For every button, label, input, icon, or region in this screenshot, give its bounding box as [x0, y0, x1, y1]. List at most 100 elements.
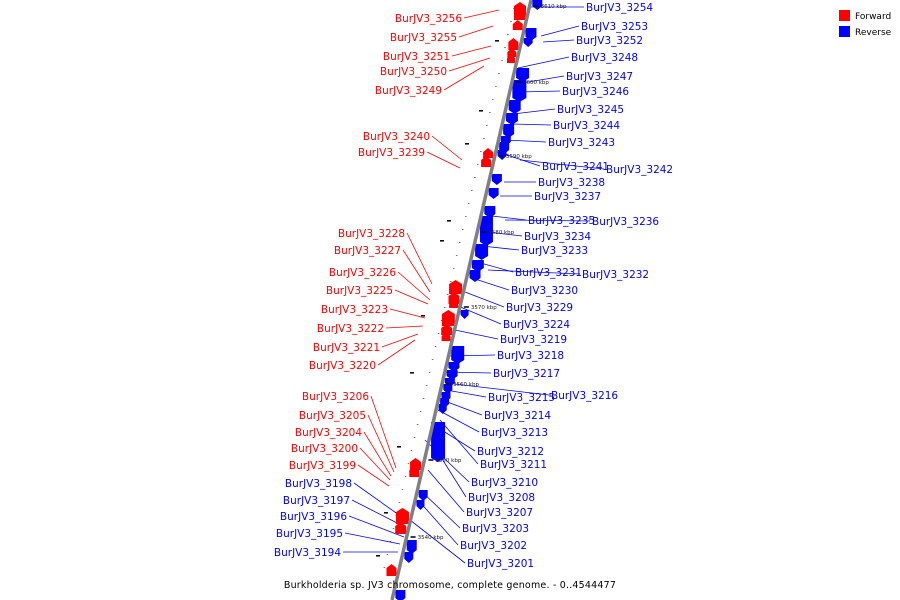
gene-label[interactable]: BurJV3_3215 — [488, 392, 555, 404]
gene-arrow-tip — [441, 324, 453, 328]
gene-feature — [506, 58, 515, 63]
gene-label[interactable]: BurJV3_3240 — [363, 131, 430, 143]
gene-feature — [460, 310, 469, 315]
gene-label[interactable]: BurJV3_3203 — [462, 523, 529, 535]
gene-label[interactable]: BurJV3_3231 — [515, 267, 582, 279]
gene-label[interactable]: BurJV3_3254 — [586, 2, 653, 14]
gene-label[interactable]: BurJV3_3223 — [321, 304, 388, 316]
legend-forward-label: Forward — [855, 12, 891, 22]
gene-label[interactable]: BurJV3_3252 — [576, 35, 643, 47]
label-leader-line — [377, 339, 416, 366]
gene-label[interactable]: BurJV3_3224 — [503, 319, 570, 331]
gene-label[interactable]: BurJV3_3211 — [480, 459, 547, 471]
gene-label[interactable]: BurJV3_3197 — [283, 495, 350, 507]
scale-tick-mark — [463, 306, 469, 308]
gene-label[interactable]: BurJV3_3230 — [511, 285, 578, 297]
label-leader-line — [457, 305, 502, 325]
gene-arrow-tip — [508, 110, 521, 114]
gene-label[interactable]: BurJV3_3201 — [467, 558, 534, 570]
gene-label[interactable]: BurJV3_3232 — [582, 269, 649, 281]
gene-label[interactable]: BurJV3_3212 — [477, 446, 544, 458]
gene-label[interactable]: BurJV3_3217 — [493, 368, 560, 380]
gene-label[interactable]: BurJV3_3250 — [380, 66, 447, 78]
gene-label[interactable]: BurJV3_3239 — [358, 147, 425, 159]
gene-label[interactable]: BurJV3_3198 — [285, 478, 352, 490]
gene-label[interactable]: BurJV3_3200 — [291, 443, 358, 455]
label-leader-line — [445, 389, 487, 398]
gene-label[interactable]: BurJV3_3195 — [276, 528, 343, 540]
gene-label[interactable]: BurJV3_3216 — [551, 390, 618, 402]
gene-label[interactable]: BurJV3_3251 — [383, 51, 450, 63]
gene-label[interactable]: BurJV3_3205 — [299, 410, 366, 422]
gene-label[interactable]: BurJV3_3196 — [280, 511, 347, 523]
label-leader-line — [453, 383, 550, 396]
gene-feature — [512, 24, 523, 30]
gene-label[interactable]: BurJV3_3244 — [553, 120, 620, 132]
gene-label[interactable]: BurJV3_3255 — [390, 32, 457, 44]
gene-label[interactable]: BurJV3_3233 — [521, 245, 588, 257]
gene-label[interactable]: BurJV3_3247 — [566, 71, 633, 83]
gene-label[interactable]: BurJV3_3222 — [317, 323, 384, 335]
scale-tick-mark — [410, 536, 416, 538]
gene-label[interactable]: BurJV3_3249 — [375, 85, 442, 97]
label-leader-line — [357, 464, 390, 487]
gene-label[interactable]: BurJV3_3221 — [313, 342, 380, 354]
gene-label[interactable]: BurJV3_3225 — [326, 285, 393, 297]
gene-label[interactable]: BurJV3_3237 — [534, 191, 601, 203]
gene-feature — [483, 152, 494, 158]
gene-label[interactable]: BurJV3_3241 — [542, 161, 609, 173]
gene-label[interactable]: BurJV3_3218 — [497, 350, 564, 362]
gene-label[interactable]: BurJV3_3242 — [606, 164, 673, 176]
gene-label[interactable]: BurJV3_3202 — [460, 540, 527, 552]
label-leader-line — [397, 271, 431, 301]
scale-tick-mark — [498, 155, 504, 157]
gene-feature — [503, 124, 515, 134]
gene-arrow-tip — [386, 564, 397, 568]
gene-label[interactable]: BurJV3_3194 — [274, 547, 341, 559]
gene-feature — [449, 304, 459, 308]
gene-label[interactable]: BurJV3_3214 — [484, 410, 551, 422]
gene-label[interactable]: BurJV3_3228 — [338, 228, 405, 240]
label-leader-line — [487, 231, 523, 237]
gene-feature — [508, 42, 519, 50]
gene-label[interactable]: BurJV3_3243 — [548, 137, 615, 149]
gene-feature — [512, 80, 527, 98]
gene-label[interactable]: BurJV3_3220 — [309, 360, 376, 372]
label-leader-line — [504, 139, 547, 143]
label-leader-line — [385, 325, 424, 329]
gene-label[interactable]: BurJV3_3213 — [481, 427, 548, 439]
gene-feature — [410, 462, 422, 470]
gene-label[interactable]: BurJV3_3246 — [562, 86, 629, 98]
gene-label[interactable]: BurJV3_3245 — [557, 104, 624, 116]
gene-arrow-tip — [512, 20, 523, 24]
gene-feature — [448, 362, 460, 368]
gene-label[interactable]: BurJV3_3219 — [500, 334, 567, 346]
gene-arrow-tip — [508, 38, 519, 42]
label-leader-line — [512, 108, 556, 115]
gene-label[interactable]: BurJV3_3227 — [334, 245, 401, 257]
label-leader-line — [437, 409, 480, 433]
gene-feature — [416, 500, 425, 506]
gene-label[interactable]: BurJV3_3210 — [471, 477, 538, 489]
gene-label[interactable]: BurJV3_3248 — [571, 52, 638, 64]
label-leader-line — [519, 159, 605, 170]
gene-label[interactable]: BurJV3_3256 — [395, 13, 462, 25]
gene-label[interactable]: BurJV3_3199 — [289, 460, 356, 472]
gene-label[interactable]: BurJV3_3204 — [295, 427, 362, 439]
gene-arrow-tip — [491, 181, 502, 185]
gene-label[interactable]: BurJV3_3206 — [302, 391, 369, 403]
gene-label[interactable]: BurJV3_3207 — [466, 507, 533, 519]
gene-labels[interactable]: BurJV3_3256 BurJV3_3255 BurJV3_3251 BurJV3_… — [274, 2, 673, 570]
gene-label[interactable]: BurJV3_3226 — [329, 267, 396, 279]
gene-label[interactable]: BurJV3_3234 — [524, 231, 591, 243]
gene-label[interactable]: BurJV3_3236 — [592, 216, 659, 228]
gene-label[interactable]: BurJV3_3235 — [528, 215, 595, 227]
label-leader-line — [481, 245, 520, 251]
gene-label[interactable]: BurJV3_3229 — [506, 302, 573, 314]
gene-label[interactable]: BurJV3_3238 — [538, 177, 605, 189]
gene-label[interactable]: BurJV3_3208 — [468, 492, 535, 504]
gene-feature — [481, 160, 492, 167]
gene-arrow-tip — [497, 156, 507, 160]
gene-label[interactable]: BurJV3_3253 — [581, 21, 648, 33]
gene-arrow-tip — [441, 332, 451, 336]
